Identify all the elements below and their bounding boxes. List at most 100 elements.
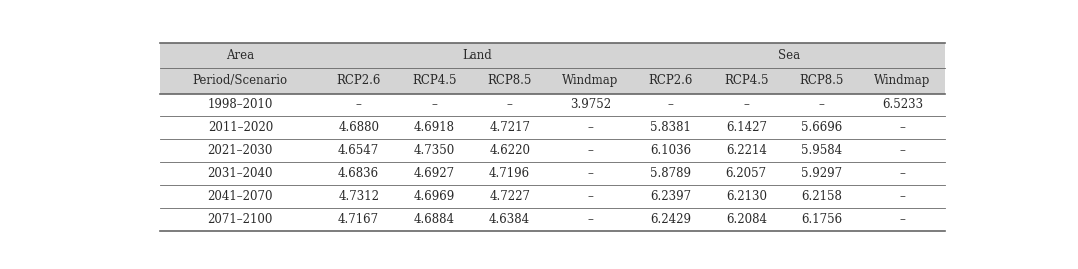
Bar [160,208,321,231]
Bar [633,116,708,139]
Bar [859,68,945,94]
Bar [784,162,859,185]
Text: 6.5233: 6.5233 [882,98,923,111]
Text: –: – [899,167,906,180]
Text: RCP8.5: RCP8.5 [487,74,531,87]
Text: –: – [899,213,906,226]
Text: 1998–2010: 1998–2010 [208,98,273,111]
Bar [397,185,472,208]
Bar [784,68,859,94]
Text: 6.2130: 6.2130 [725,190,766,203]
Bar [472,116,548,139]
Bar [321,162,397,185]
Text: RCP8.5: RCP8.5 [800,74,844,87]
Bar [472,208,548,231]
Text: Windmap: Windmap [562,74,619,87]
Text: 4.6884: 4.6884 [414,213,455,226]
Bar [548,139,633,162]
Text: 5.6696: 5.6696 [801,121,842,134]
Bar [160,68,321,94]
Bar [633,208,708,231]
Bar [633,43,945,68]
Bar [548,162,633,185]
Bar [633,185,708,208]
Text: –: – [507,98,513,111]
Text: 2011–2020: 2011–2020 [208,121,273,134]
Bar [160,94,321,116]
Bar [548,185,633,208]
Bar [784,116,859,139]
Text: 2041–2070: 2041–2070 [208,190,273,203]
Bar [397,162,472,185]
Text: 5.9584: 5.9584 [801,144,842,157]
Text: 4.6880: 4.6880 [338,121,379,134]
Bar [633,162,708,185]
Bar [708,116,784,139]
Text: –: – [668,98,674,111]
Text: 4.7312: 4.7312 [338,190,379,203]
Text: Period/Scenario: Period/Scenario [193,74,288,87]
Text: 4.6918: 4.6918 [414,121,455,134]
Text: –: – [356,98,361,111]
Bar [548,208,633,231]
Text: –: – [588,121,593,134]
Bar [784,139,859,162]
Bar [321,68,397,94]
Bar [708,139,784,162]
Text: RCP2.6: RCP2.6 [649,74,693,87]
Text: 6.1036: 6.1036 [650,144,691,157]
Bar [397,139,472,162]
Text: 6.1427: 6.1427 [725,121,766,134]
Text: 6.2158: 6.2158 [801,190,842,203]
Text: RCP4.5: RCP4.5 [724,74,769,87]
Text: 5.9297: 5.9297 [801,167,842,180]
Bar [784,208,859,231]
Text: 6.2214: 6.2214 [725,144,766,157]
Text: –: – [588,144,593,157]
Text: 4.7196: 4.7196 [489,167,530,180]
Text: 2031–2040: 2031–2040 [208,167,273,180]
Bar [859,162,945,185]
Bar [859,139,945,162]
Bar [859,94,945,116]
Text: –: – [819,98,825,111]
Text: 4.6927: 4.6927 [414,167,455,180]
Bar [548,68,633,94]
Bar [633,68,708,94]
Bar [321,139,397,162]
Bar [548,94,633,116]
Text: 4.6547: 4.6547 [338,144,379,157]
Bar [859,208,945,231]
Text: –: – [588,190,593,203]
Text: 6.2057: 6.2057 [725,167,766,180]
Bar [633,139,708,162]
Bar [397,116,472,139]
Text: 3.9752: 3.9752 [569,98,611,111]
Bar [472,68,548,94]
Bar [160,185,321,208]
Text: 4.7217: 4.7217 [489,121,530,134]
Text: 6.2084: 6.2084 [725,213,766,226]
Bar [859,116,945,139]
Bar [784,94,859,116]
Bar [160,116,321,139]
Text: Windmap: Windmap [874,74,930,87]
Bar [160,139,321,162]
Bar [321,116,397,139]
Text: 6.2429: 6.2429 [650,213,691,226]
Text: 2071–2100: 2071–2100 [208,213,273,226]
Bar [321,185,397,208]
Bar [708,162,784,185]
Text: –: – [431,98,437,111]
Text: RCP4.5: RCP4.5 [412,74,456,87]
Bar [397,208,472,231]
Text: Sea: Sea [778,49,800,62]
Bar [160,162,321,185]
Bar [321,94,397,116]
Text: 5.8789: 5.8789 [650,167,691,180]
Text: 6.2397: 6.2397 [650,190,691,203]
Bar [784,185,859,208]
Bar [397,94,472,116]
Text: –: – [588,213,593,226]
Bar [708,208,784,231]
